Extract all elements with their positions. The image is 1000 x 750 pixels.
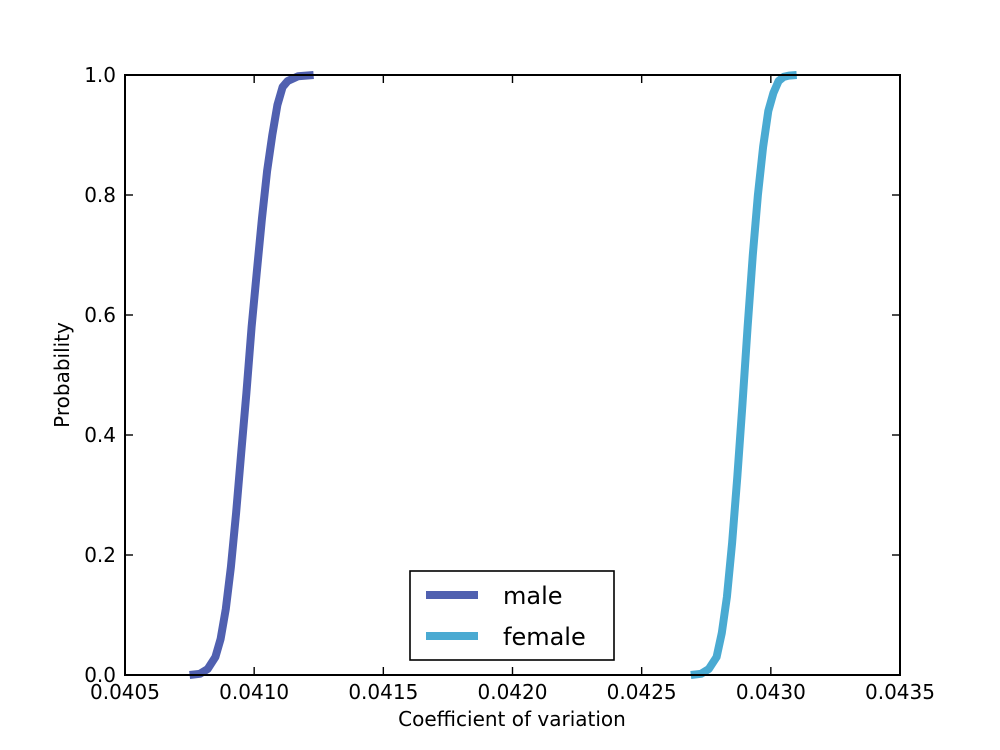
- x-axis-label: Coefficient of variation: [398, 707, 626, 731]
- y-tick-label: 1.0: [84, 63, 116, 87]
- x-tick-label: 0.0430: [736, 680, 806, 704]
- y-tick-label: 0.6: [84, 303, 116, 327]
- y-tick-label: 0.0: [84, 663, 116, 687]
- x-tick-label: 0.0415: [348, 680, 418, 704]
- series-line-female: [690, 71, 798, 679]
- legend-label-female: female: [503, 623, 586, 651]
- x-tick-label: 0.0435: [865, 680, 935, 704]
- series-line-male: [189, 71, 314, 679]
- x-axis-ticks: 0.0405 0.0410 0.0415 0.0420 0.0425 0.0430 0.04…: [90, 75, 935, 704]
- x-tick-label: 0.0425: [607, 680, 677, 704]
- series-layer: [189, 71, 798, 679]
- legend: male female: [409, 570, 615, 661]
- y-tick-label: 0.4: [84, 423, 116, 447]
- y-tick-label: 0.2: [84, 543, 116, 567]
- y-tick-label: 0.8: [84, 183, 116, 207]
- x-tick-label: 0.0420: [478, 680, 548, 704]
- x-tick-label: 0.0405: [90, 680, 160, 704]
- legend-label-male: male: [503, 582, 563, 610]
- legend-box: [409, 570, 615, 661]
- x-tick-label: 0.0410: [219, 680, 289, 704]
- y-axis-label: Probability: [50, 322, 74, 428]
- y-axis-ticks: 0.0 0.2 0.4 0.6 0.8 1.0: [84, 63, 900, 687]
